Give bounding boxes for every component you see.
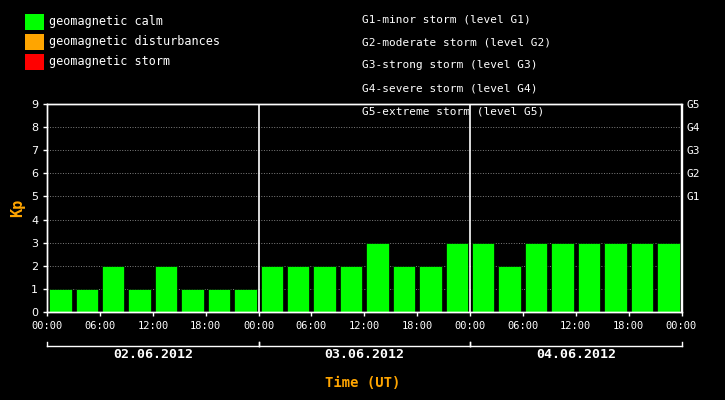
Bar xyxy=(155,266,178,312)
Text: 04.06.2012: 04.06.2012 xyxy=(536,348,616,361)
Bar xyxy=(234,289,257,312)
Bar xyxy=(604,243,626,312)
Bar xyxy=(446,243,468,312)
Bar xyxy=(551,243,573,312)
Text: G5-extreme storm (level G5): G5-extreme storm (level G5) xyxy=(362,107,544,117)
Text: 02.06.2012: 02.06.2012 xyxy=(113,348,193,361)
Bar xyxy=(260,266,283,312)
Bar xyxy=(657,243,679,312)
Text: G2-moderate storm (level G2): G2-moderate storm (level G2) xyxy=(362,37,552,47)
Bar xyxy=(340,266,362,312)
Text: geomagnetic calm: geomagnetic calm xyxy=(49,16,163,28)
Bar xyxy=(181,289,204,312)
Text: Time (UT): Time (UT) xyxy=(325,376,400,390)
Bar xyxy=(631,243,653,312)
Text: 03.06.2012: 03.06.2012 xyxy=(324,348,405,361)
Bar xyxy=(499,266,521,312)
Bar xyxy=(287,266,310,312)
Bar xyxy=(313,266,336,312)
Bar xyxy=(472,243,494,312)
Text: G4-severe storm (level G4): G4-severe storm (level G4) xyxy=(362,84,538,94)
Bar xyxy=(393,266,415,312)
Text: geomagnetic storm: geomagnetic storm xyxy=(49,56,170,68)
Text: G3-strong storm (level G3): G3-strong storm (level G3) xyxy=(362,60,538,70)
Bar xyxy=(207,289,230,312)
Text: geomagnetic disturbances: geomagnetic disturbances xyxy=(49,36,220,48)
Bar xyxy=(49,289,72,312)
Y-axis label: Kp: Kp xyxy=(10,199,25,217)
Bar xyxy=(525,243,547,312)
Bar xyxy=(419,266,442,312)
Text: G1-minor storm (level G1): G1-minor storm (level G1) xyxy=(362,14,531,24)
Bar xyxy=(578,243,600,312)
Bar xyxy=(102,266,125,312)
Bar xyxy=(366,243,389,312)
Bar xyxy=(75,289,98,312)
Bar xyxy=(128,289,151,312)
